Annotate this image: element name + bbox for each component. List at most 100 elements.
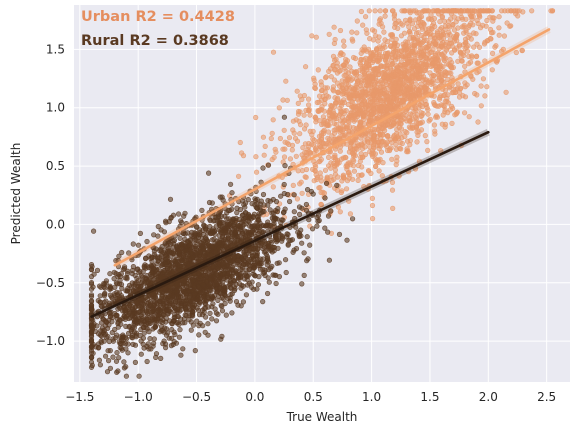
rural-point	[229, 310, 235, 316]
urban-point	[301, 92, 308, 99]
urban-point	[337, 118, 344, 124]
rural-point	[281, 181, 287, 188]
urban-point	[369, 50, 375, 56]
rural-point	[216, 274, 222, 281]
urban-point	[350, 125, 357, 131]
urban-point	[342, 78, 349, 84]
rural-point	[190, 278, 196, 284]
rural-point	[304, 234, 310, 240]
rural-point	[98, 328, 104, 334]
rural-point	[206, 170, 212, 176]
urban-point	[297, 181, 303, 187]
urban-point	[281, 154, 288, 160]
rural-point	[291, 209, 297, 215]
urban-point	[280, 146, 286, 152]
urban-point	[354, 146, 360, 152]
urban-point	[447, 24, 453, 30]
rural-point	[206, 199, 213, 206]
rural-point	[94, 267, 101, 274]
urban-point	[466, 61, 472, 67]
urban-point	[444, 32, 451, 38]
urban-point	[335, 95, 341, 101]
urban-point	[405, 149, 411, 155]
rural-point	[206, 255, 212, 262]
urban-point	[332, 163, 338, 169]
urban-point	[417, 14, 423, 20]
rural-point	[192, 291, 198, 297]
urban-point	[325, 135, 331, 141]
urban-point	[403, 39, 409, 45]
urban-point	[399, 8, 405, 14]
urban-point	[389, 61, 395, 67]
rural-point	[130, 288, 136, 294]
rural-point	[264, 222, 270, 229]
rural-point	[328, 208, 334, 214]
urban-point	[335, 204, 342, 210]
urban-point	[236, 173, 242, 179]
urban-point	[434, 78, 441, 84]
urban-point	[387, 147, 393, 154]
rural-point	[322, 225, 328, 231]
urban-point	[472, 90, 478, 97]
urban-point	[459, 24, 465, 30]
urban-point	[328, 74, 334, 80]
urban-point	[382, 44, 388, 50]
urban-point	[336, 136, 342, 142]
rural-point	[222, 300, 228, 307]
rural-point	[202, 305, 209, 311]
rural-point	[162, 286, 168, 292]
urban-point	[419, 119, 425, 125]
rural-point	[238, 271, 244, 277]
urban-point	[470, 22, 476, 28]
rural-point	[138, 351, 144, 357]
rural-point	[187, 242, 193, 248]
rural-point	[125, 350, 131, 356]
urban-point	[331, 176, 337, 182]
rural-point	[216, 240, 222, 246]
urban-point	[329, 113, 335, 119]
urban-point	[431, 16, 438, 22]
urban-point	[361, 64, 368, 70]
urban-point	[372, 8, 378, 14]
rural-point	[255, 282, 262, 288]
urban-point	[455, 25, 461, 31]
urban-point	[441, 79, 447, 86]
rural-point	[144, 358, 150, 365]
urban-point	[441, 50, 448, 56]
urban-point	[402, 93, 408, 99]
urban-point	[449, 103, 455, 109]
rural-point	[195, 307, 201, 313]
rural-point	[252, 196, 258, 202]
urban-point	[389, 67, 395, 74]
urban-point	[334, 187, 340, 193]
rural-point	[301, 272, 307, 279]
urban-point	[396, 120, 402, 126]
urban-point	[321, 127, 327, 133]
urban-point	[361, 139, 368, 145]
rural-point	[252, 265, 258, 271]
rural-point	[189, 296, 195, 303]
urban-point	[400, 98, 407, 104]
rural-point	[140, 317, 146, 323]
urban-point	[392, 24, 398, 30]
urban-point	[392, 91, 398, 97]
rural-point	[161, 229, 167, 235]
urban-point	[302, 141, 309, 147]
urban-point	[376, 146, 382, 152]
rural-point	[147, 336, 153, 342]
urban-point	[430, 32, 437, 38]
rural-point	[140, 325, 147, 331]
rural-point	[250, 253, 256, 259]
rural-point	[201, 309, 207, 316]
urban-point	[489, 8, 495, 14]
urban-point	[391, 11, 398, 17]
urban-point	[376, 57, 383, 63]
rural-point	[218, 284, 224, 291]
urban-point	[277, 135, 284, 142]
urban-point	[409, 122, 416, 128]
rural-point	[115, 306, 121, 312]
rural-point	[271, 244, 277, 250]
rural-point	[152, 324, 158, 331]
urban-point	[367, 118, 373, 124]
rural-point	[245, 197, 251, 203]
